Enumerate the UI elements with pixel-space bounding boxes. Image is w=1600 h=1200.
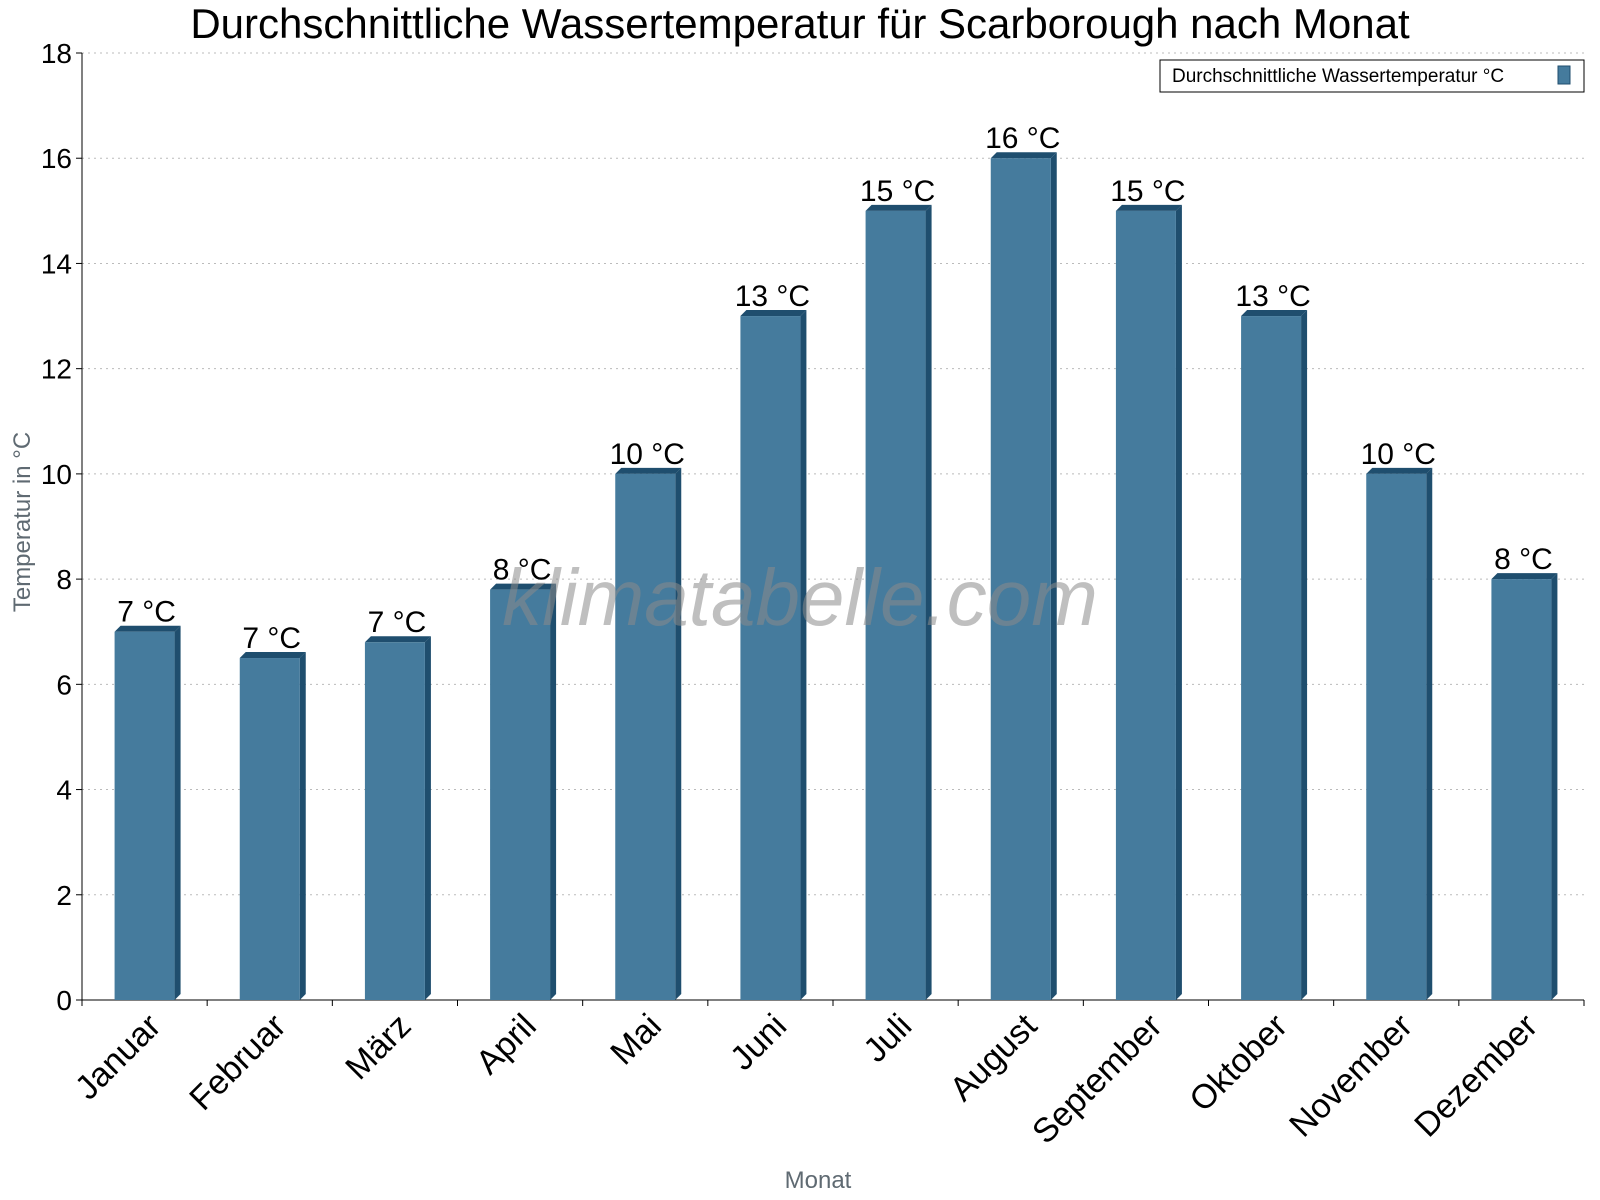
bar-front (990, 158, 1051, 1000)
x-tick-label: Mai (603, 1007, 669, 1073)
y-tick-label: 0 (56, 985, 72, 1016)
bar (490, 583, 557, 1000)
bar-front (490, 589, 551, 1000)
bar-side (1301, 310, 1308, 1000)
bar (990, 152, 1057, 1000)
bar-front (1366, 473, 1427, 1000)
bar-side (1426, 467, 1433, 1000)
bar-top (615, 467, 682, 474)
data-label: 16 °C (985, 122, 1060, 155)
data-label: 8 °C (1494, 543, 1553, 576)
y-tick-label: 8 (56, 564, 72, 595)
legend-box (1159, 59, 1585, 93)
bar-top (865, 204, 932, 211)
data-label: 8 °C (493, 554, 552, 587)
bar (239, 652, 306, 1000)
x-tick-label: Juni (723, 1007, 794, 1078)
bar-top (364, 636, 431, 643)
x-tick-label: November (1282, 1007, 1420, 1145)
x-tick-label: April (469, 1007, 544, 1082)
bar (1366, 467, 1433, 1000)
bar-side (174, 625, 181, 1000)
bar-top (1366, 467, 1433, 474)
bar-side (299, 652, 306, 1000)
data-label: 15 °C (1110, 175, 1185, 208)
bar-side (1050, 152, 1057, 1000)
bar-top (490, 583, 557, 590)
data-label: 10 °C (610, 438, 685, 471)
data-label: 10 °C (1361, 438, 1436, 471)
bars (114, 152, 1558, 1001)
bar (1491, 573, 1558, 1000)
x-tick-label: Juli (856, 1007, 919, 1070)
data-label: 7 °C (368, 606, 427, 639)
bar-front (865, 210, 926, 1001)
bar (1115, 204, 1182, 1001)
x-axis-title: Monat (785, 1167, 852, 1194)
bar-front (1241, 316, 1302, 1000)
chart-title: Durchschnittliche Wassertemperatur für S… (190, 0, 1410, 47)
bar-front (740, 316, 801, 1000)
y-axis-title: Temperatur in °C (9, 432, 36, 612)
bar-front (364, 642, 425, 1000)
y-tick-label: 10 (41, 459, 72, 490)
bar (364, 636, 431, 1000)
data-labels: 7 °C 7 °C 7 °C 8 °C 10 °C 13 °C 15 °C 16 °C 15 °… (117, 122, 1553, 655)
y-tick-label: 18 (41, 38, 72, 69)
bar-front (239, 658, 300, 1000)
bar-top (1241, 310, 1308, 317)
data-label: 13 °C (1235, 280, 1310, 313)
y-tick-label: 16 (41, 143, 72, 174)
y-tick-label: 4 (56, 775, 72, 806)
y-tick-label: 14 (41, 248, 72, 279)
x-tick-label: Oktober (1182, 1007, 1294, 1119)
y-tick-label: 2 (56, 880, 72, 911)
legend-swatch (1557, 65, 1571, 85)
grid-lines (82, 52, 1584, 896)
bar-front (1115, 210, 1176, 1001)
bar-front (615, 473, 676, 1000)
bar-top (1491, 573, 1558, 580)
bar-side (1551, 573, 1558, 1000)
bar-side (424, 636, 431, 1000)
x-tick-label: Dezember (1407, 1007, 1545, 1145)
bar-side (675, 467, 682, 1000)
bar-side (925, 204, 932, 1001)
bar-top (239, 652, 306, 659)
data-label: 13 °C (735, 280, 810, 313)
x-tick-label: August (943, 1006, 1045, 1108)
legend-label: Durchschnittliche Wassertemperatur °C (1172, 66, 1504, 87)
bar (114, 625, 181, 1000)
y-tick-label: 6 (56, 669, 72, 700)
y-tick-label: 12 (41, 354, 72, 385)
x-tick-label: September (1025, 1007, 1169, 1151)
legend: Durchschnittliche Wassertemperatur °C (1159, 59, 1585, 93)
bar-side (1175, 204, 1182, 1001)
bar-front (114, 631, 175, 1000)
data-label: 7 °C (242, 622, 301, 655)
bar-top (114, 625, 181, 632)
bar-top (990, 152, 1057, 159)
bar-front (1491, 579, 1552, 1000)
x-tick-label: März (338, 1007, 418, 1087)
bar (740, 310, 807, 1000)
bar-top (1115, 204, 1182, 211)
bar-side (550, 583, 557, 1000)
watermark: klimatabelle.com (502, 553, 1098, 642)
bar (1241, 310, 1308, 1000)
data-label: 15 °C (860, 175, 935, 208)
x-tick-label: Februar (182, 1007, 293, 1118)
bar (615, 467, 682, 1000)
y-axis: 0 2 4 6 8 10 12 14 16 18 (41, 38, 83, 1016)
bar (865, 204, 932, 1001)
x-tick-label: Januar (68, 1007, 168, 1107)
bar-top (740, 310, 807, 317)
x-axis: Januar Februar März April Mai Juni Juli AugustS… (68, 999, 1585, 1151)
data-label: 7 °C (117, 596, 176, 629)
bar-side (800, 310, 807, 1000)
